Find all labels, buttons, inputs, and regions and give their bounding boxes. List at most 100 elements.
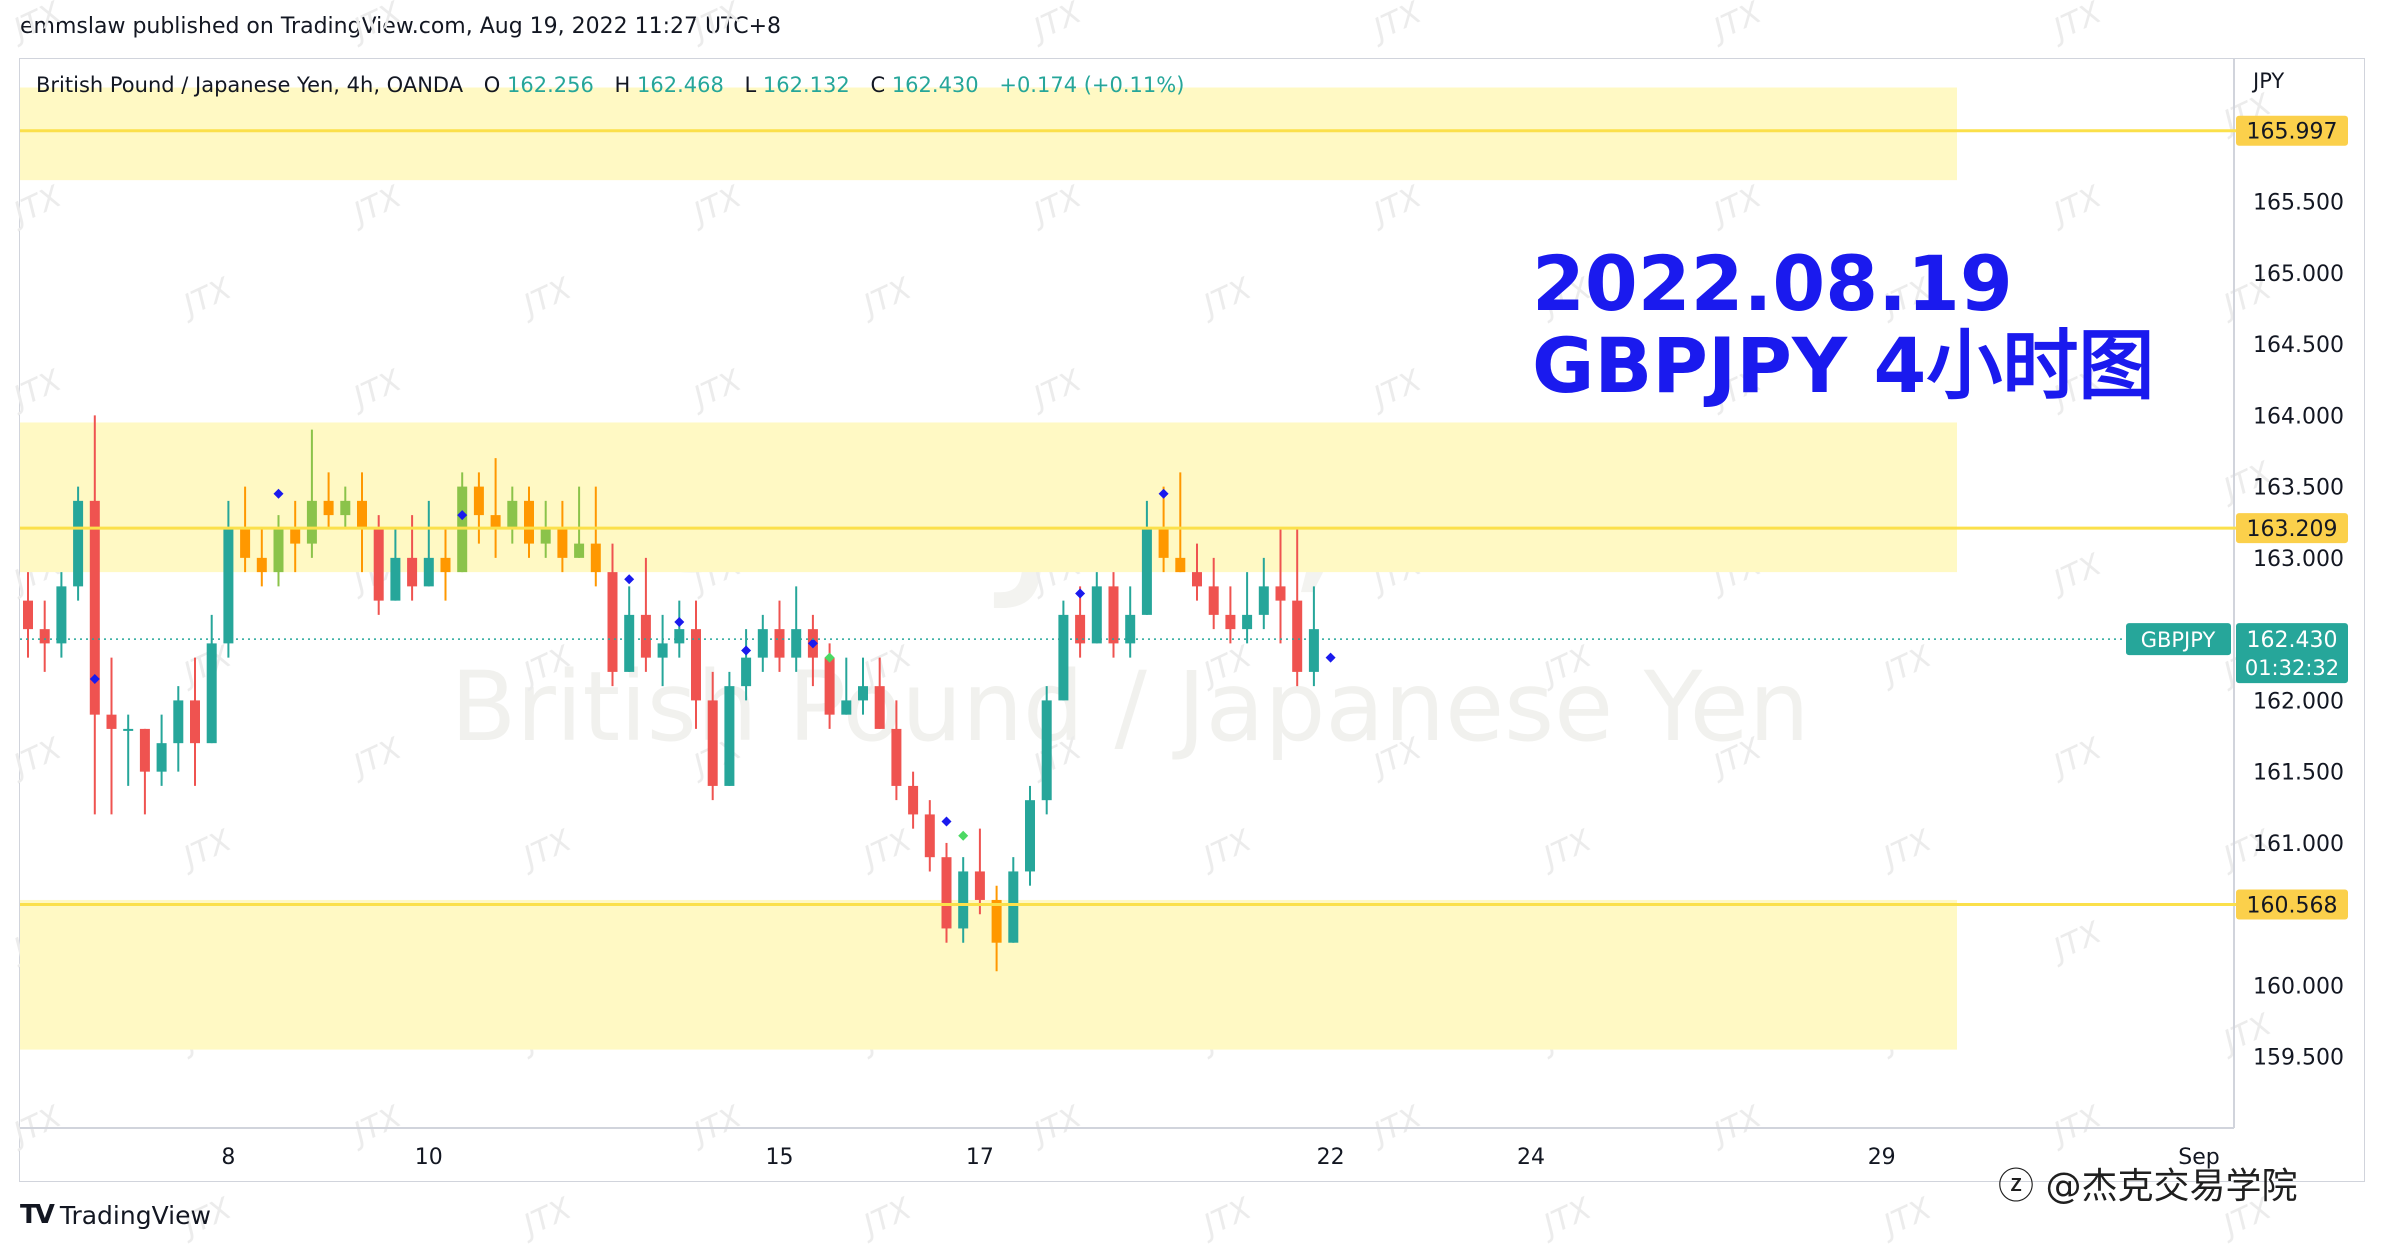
candle bbox=[139, 728, 150, 815]
watermark-tile: JTX bbox=[1704, 1099, 1768, 1154]
candle bbox=[340, 486, 351, 530]
candle-body bbox=[841, 700, 852, 715]
y-tick-label: 161.000 bbox=[2253, 832, 2344, 857]
tradingview-brand[interactable]: TV TradingView bbox=[20, 1200, 211, 1230]
candle bbox=[123, 714, 134, 786]
candle-body bbox=[824, 657, 835, 715]
x-tick-label: Sep bbox=[2178, 1145, 2219, 1170]
y-tick-label: 165.000 bbox=[2253, 262, 2344, 287]
watermark-tile: JTX bbox=[1194, 1191, 1258, 1246]
y-tick-label: 163.000 bbox=[2253, 547, 2344, 572]
candle-body bbox=[607, 572, 618, 672]
candle-body bbox=[39, 629, 50, 644]
candle bbox=[507, 486, 518, 544]
x-tick-label: 8 bbox=[221, 1145, 235, 1170]
legend-low-label: L bbox=[745, 73, 757, 97]
candle-body bbox=[507, 500, 518, 530]
candle bbox=[423, 500, 434, 587]
candle bbox=[674, 600, 685, 658]
candle-body bbox=[440, 557, 451, 573]
tradingview-logo-icon: TV bbox=[20, 1200, 55, 1230]
candle-body bbox=[1125, 614, 1136, 644]
candle bbox=[774, 600, 785, 672]
candle bbox=[56, 572, 67, 658]
candle-body bbox=[958, 871, 969, 929]
signal-marker bbox=[741, 645, 752, 656]
candle bbox=[490, 458, 501, 558]
bar-countdown: 01:32:32 bbox=[2245, 656, 2339, 680]
level-price-label: 160.568 bbox=[2247, 894, 2338, 919]
candle bbox=[73, 486, 84, 601]
currency-label: JPY bbox=[2251, 69, 2284, 93]
candle-body bbox=[490, 515, 501, 530]
candle-body bbox=[223, 529, 234, 644]
candle bbox=[89, 415, 100, 815]
candle bbox=[1292, 529, 1303, 687]
candle bbox=[1108, 572, 1119, 658]
watermark-tile: JTX bbox=[1704, 179, 1768, 234]
credit-watermark: ⓩ @杰克交易学院 bbox=[1998, 1157, 2297, 1209]
watermark-tile: JTX bbox=[514, 823, 578, 878]
x-tick-label: 17 bbox=[966, 1145, 994, 1170]
candle bbox=[924, 800, 935, 872]
candle-body bbox=[757, 629, 768, 658]
candle bbox=[1058, 600, 1069, 701]
last-price-label: 162.430 bbox=[2247, 628, 2338, 653]
levels-layer: 165.997 163.209 160.568 GBPJPY 162.430 01:32:… bbox=[20, 115, 2348, 920]
watermark-tile: JTX bbox=[854, 1191, 918, 1246]
level-price-label: 165.997 bbox=[2247, 120, 2338, 145]
candle-body bbox=[273, 529, 284, 573]
y-tick-label: 164.000 bbox=[2253, 404, 2344, 429]
watermark-tile: JTX bbox=[1024, 0, 1088, 49]
candle bbox=[1091, 572, 1102, 644]
candle-body bbox=[974, 871, 985, 900]
signal-marker bbox=[958, 830, 969, 841]
candle-body bbox=[1058, 614, 1069, 701]
watermark-tile: JTX bbox=[344, 1099, 408, 1154]
candle-body bbox=[874, 686, 885, 729]
candle-body bbox=[1292, 600, 1303, 672]
candle bbox=[390, 529, 401, 601]
candle bbox=[524, 486, 534, 558]
watermark-tile: JTX bbox=[1024, 1099, 1088, 1154]
candle-body bbox=[1225, 614, 1236, 630]
candle bbox=[23, 572, 33, 658]
candle bbox=[1275, 529, 1286, 644]
candle-body bbox=[139, 728, 150, 772]
legend-high-label: H bbox=[615, 73, 631, 97]
candle-body bbox=[1208, 586, 1219, 615]
watermark-tile: JTX bbox=[1534, 823, 1598, 878]
candle bbox=[908, 771, 919, 829]
candle-body bbox=[1108, 586, 1119, 644]
candle bbox=[624, 586, 635, 672]
level-price-tag bbox=[2236, 115, 2348, 146]
candle-body bbox=[256, 557, 267, 573]
watermark-tile: JTX bbox=[1534, 1191, 1598, 1246]
watermark-tile: JTX bbox=[344, 731, 408, 786]
watermark-tile: JTX bbox=[1364, 1099, 1428, 1154]
signal-marker bbox=[807, 638, 818, 649]
watermark-tile: JTX bbox=[1024, 179, 1088, 234]
candle-body bbox=[1175, 557, 1186, 573]
signal-marker bbox=[1158, 488, 1169, 499]
candle bbox=[106, 657, 117, 815]
candle-body bbox=[156, 743, 167, 772]
candle-body bbox=[123, 728, 134, 731]
candle bbox=[1192, 543, 1202, 601]
candle-body bbox=[23, 600, 33, 630]
chart-frame bbox=[19, 58, 2365, 1182]
watermark-tile: JTX bbox=[1364, 179, 1428, 234]
watermark-tile: JTX bbox=[4, 0, 68, 49]
watermark-layer: GBPJPY, 4hBritish Pound / Japanese YenJT… bbox=[4, 0, 2278, 1245]
zones-layer bbox=[20, 87, 1957, 1050]
candle-body bbox=[891, 728, 902, 786]
watermark-tile: JTX bbox=[344, 179, 408, 234]
candle-body bbox=[1091, 586, 1102, 644]
candle-body bbox=[1275, 586, 1286, 601]
candle-body bbox=[657, 643, 668, 658]
watermark-tile: JTX bbox=[344, 363, 408, 418]
candle-body bbox=[1041, 700, 1052, 801]
watermark-tile: JTX bbox=[4, 1099, 68, 1154]
candle bbox=[156, 714, 167, 786]
